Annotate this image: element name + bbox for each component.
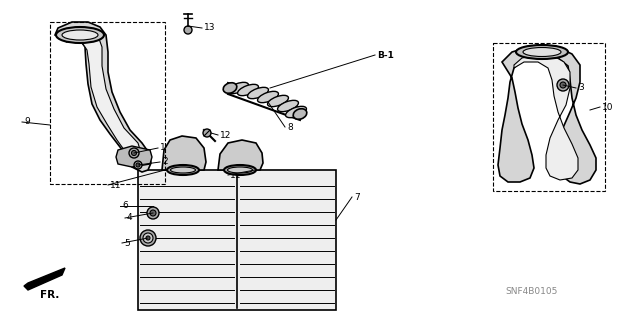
Circle shape (560, 82, 566, 88)
Ellipse shape (237, 84, 259, 96)
Text: 9: 9 (24, 117, 29, 127)
Text: 8: 8 (287, 122, 292, 131)
Ellipse shape (167, 165, 199, 175)
Circle shape (143, 233, 153, 243)
Ellipse shape (228, 82, 248, 94)
Circle shape (557, 79, 569, 91)
Text: 12: 12 (220, 130, 232, 139)
FancyBboxPatch shape (138, 170, 336, 310)
Polygon shape (24, 268, 65, 290)
Text: 10: 10 (602, 102, 614, 112)
Circle shape (184, 26, 192, 34)
Polygon shape (218, 140, 263, 170)
Text: SNF4B0105: SNF4B0105 (505, 287, 557, 296)
Text: 3: 3 (578, 84, 584, 93)
Circle shape (146, 236, 150, 240)
Polygon shape (498, 46, 596, 184)
Ellipse shape (257, 91, 278, 103)
Text: 5: 5 (124, 239, 130, 248)
Polygon shape (116, 146, 152, 167)
Ellipse shape (170, 167, 195, 173)
Ellipse shape (278, 100, 298, 112)
Ellipse shape (223, 83, 237, 93)
Text: 4: 4 (127, 213, 132, 222)
Ellipse shape (227, 167, 253, 173)
Polygon shape (162, 136, 206, 170)
Circle shape (150, 210, 156, 216)
Circle shape (147, 207, 159, 219)
Circle shape (134, 161, 142, 169)
Circle shape (131, 151, 136, 155)
Ellipse shape (293, 109, 307, 119)
Text: 2: 2 (162, 158, 168, 167)
Circle shape (136, 163, 140, 167)
Ellipse shape (516, 45, 568, 59)
Circle shape (129, 148, 139, 158)
Text: 1: 1 (160, 144, 166, 152)
Text: 7: 7 (354, 192, 360, 202)
Circle shape (203, 129, 211, 137)
Polygon shape (66, 31, 141, 167)
Ellipse shape (268, 95, 289, 107)
Ellipse shape (248, 87, 268, 99)
Circle shape (140, 230, 156, 246)
Text: B-1: B-1 (377, 50, 394, 60)
Ellipse shape (224, 165, 256, 175)
Polygon shape (514, 55, 578, 180)
Ellipse shape (62, 30, 98, 40)
Text: 11: 11 (230, 170, 241, 180)
Ellipse shape (56, 27, 104, 43)
Ellipse shape (523, 48, 561, 56)
Text: 6: 6 (122, 202, 128, 211)
Text: FR.: FR. (40, 290, 60, 300)
Text: 13: 13 (204, 24, 216, 33)
Ellipse shape (285, 106, 307, 118)
Text: 11: 11 (110, 181, 122, 189)
Polygon shape (55, 22, 151, 172)
